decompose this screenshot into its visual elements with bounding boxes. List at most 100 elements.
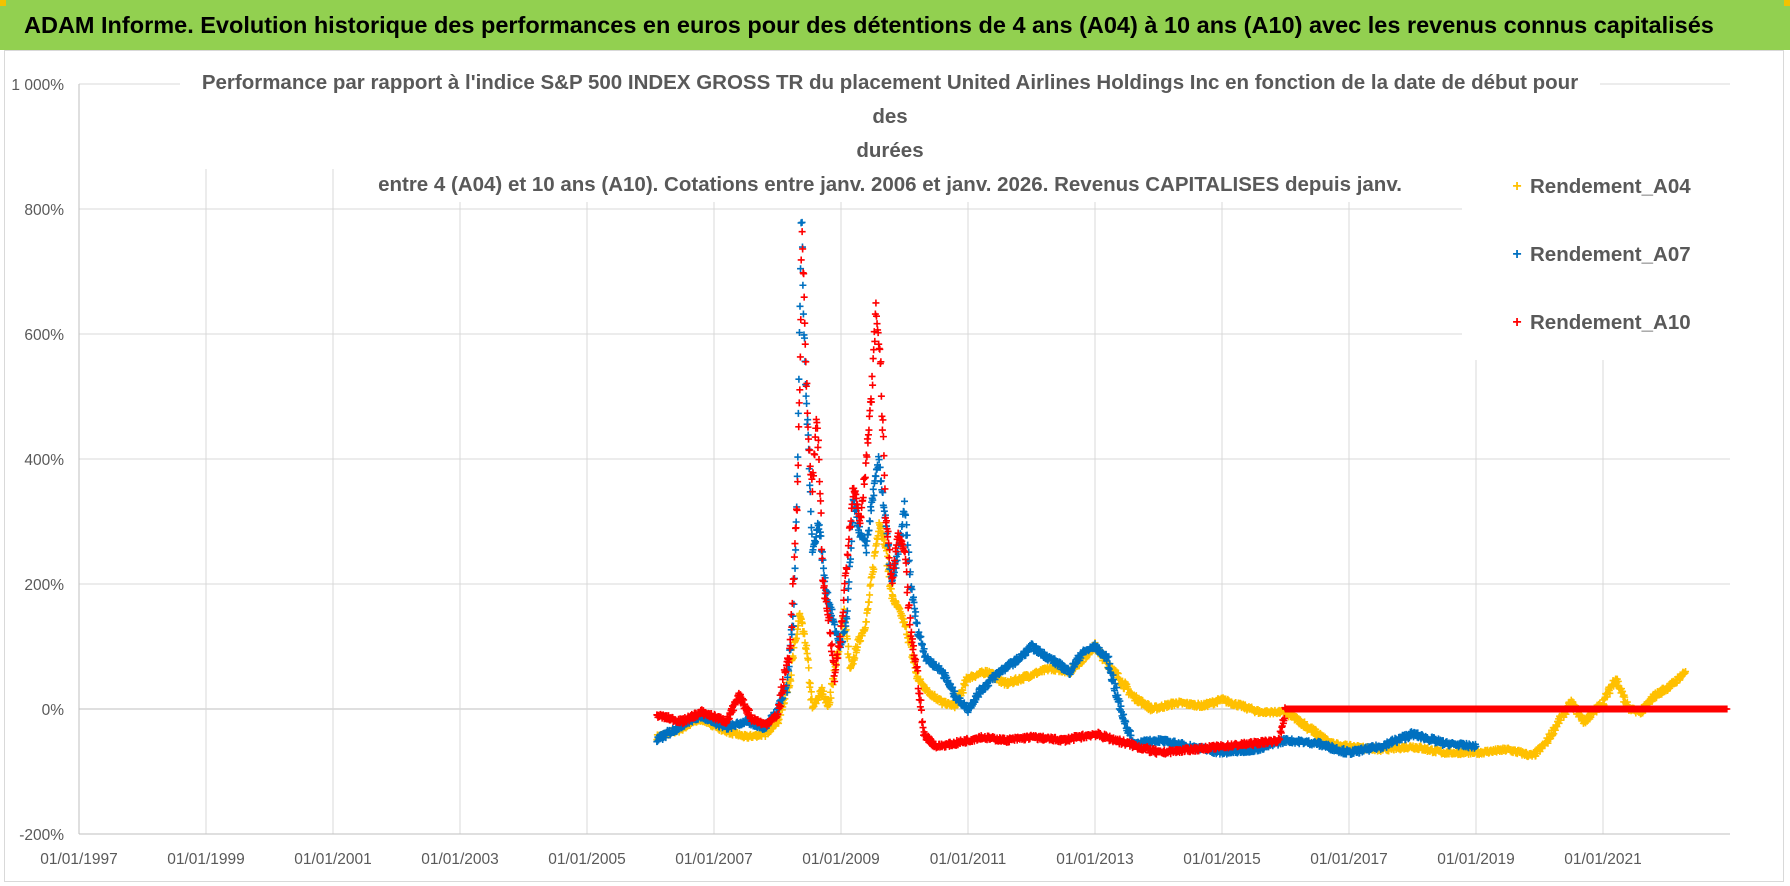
- point-rendement_a04: [803, 641, 811, 649]
- point-rendement_a10: [794, 461, 802, 469]
- point-rendement_a10: [803, 409, 811, 417]
- point-rendement_a04: [800, 630, 808, 638]
- point-rendement_a07: [869, 485, 877, 493]
- point-rendement_a10: [919, 724, 927, 732]
- point-rendement_a04: [820, 687, 828, 695]
- point-rendement_a07: [867, 507, 875, 515]
- point-rendement_a10: [867, 398, 875, 406]
- point-rendement_a04: [862, 618, 870, 626]
- point-rendement_a10: [816, 478, 824, 486]
- point-rendement_a10: [796, 353, 804, 361]
- chart-frame: [4, 50, 1784, 882]
- point-rendement_a10: [796, 386, 804, 394]
- point-rendement_a10: [816, 490, 824, 498]
- point-rendement_a07: [820, 564, 828, 572]
- point-rendement_a07: [912, 608, 920, 616]
- point-rendement_a04: [887, 585, 895, 593]
- point-rendement_a10: [813, 424, 821, 432]
- chart-grid: [78, 83, 1730, 835]
- point-rendement_a07: [918, 640, 926, 648]
- corner-accent-left: [0, 0, 6, 6]
- point-rendement_a04: [804, 656, 812, 664]
- point-rendement_a10: [805, 435, 813, 443]
- point-rendement_a10: [817, 509, 825, 517]
- point-rendement_a04: [870, 565, 878, 573]
- point-rendement_a10: [879, 416, 887, 424]
- point-rendement_a10: [790, 575, 798, 583]
- point-rendement_a10: [878, 426, 886, 434]
- point-rendement_a07: [798, 218, 806, 226]
- banner-title: ADAM Informe. Evolution historique des p…: [24, 11, 1714, 38]
- point-rendement_a10: [866, 407, 874, 415]
- point-rendement_a10: [792, 524, 800, 532]
- point-rendement_a07: [803, 400, 811, 408]
- point-rendement_a07: [913, 619, 921, 627]
- point-rendement_a04: [898, 612, 906, 620]
- point-rendement_a07: [792, 546, 800, 554]
- point-rendement_a10: [879, 433, 887, 441]
- point-rendement_a07: [802, 392, 810, 400]
- point-rendement_a10: [862, 459, 870, 467]
- point-rendement_a04: [806, 679, 814, 687]
- point-rendement_a10: [806, 446, 814, 454]
- point-rendement_a10: [864, 439, 872, 447]
- point-rendement_a10: [797, 256, 805, 264]
- point-rendement_a07: [807, 508, 815, 516]
- point-rendement_a10: [869, 381, 877, 389]
- point-rendement_a04: [849, 660, 857, 668]
- point-rendement_a04: [827, 694, 835, 702]
- point-rendement_a10: [801, 340, 809, 348]
- point-rendement_a10: [795, 399, 803, 407]
- point-rendement_a07: [806, 481, 814, 489]
- point-rendement_a04: [826, 699, 834, 707]
- point-rendement_a10: [798, 228, 806, 236]
- point-rendement_a04: [884, 552, 892, 560]
- point-rendement_a10: [847, 517, 855, 525]
- point-rendement_a04: [787, 671, 795, 679]
- point-rendement_a07: [872, 472, 880, 480]
- point-rendement_a04: [959, 689, 967, 697]
- point-rendement_a07: [901, 497, 908, 505]
- point-rendement_a10: [917, 706, 925, 714]
- point-rendement_a10: [790, 553, 798, 561]
- point-rendement_a04: [861, 624, 869, 632]
- point-rendement_a10: [791, 540, 799, 548]
- point-rendement_a04: [844, 642, 852, 650]
- point-rendement_a10: [870, 346, 878, 354]
- point-rendement_a04: [865, 598, 873, 606]
- point-rendement_a04: [843, 635, 851, 643]
- point-rendement_a07: [796, 302, 804, 310]
- point-rendement_a04: [815, 693, 823, 701]
- point-rendement_a10: [788, 599, 796, 607]
- point-rendement_a07: [790, 600, 798, 608]
- point-rendement_a10: [865, 426, 873, 434]
- point-rendement_a04: [867, 580, 875, 588]
- point-rendement_a04: [883, 547, 891, 555]
- point-rendement_a04: [879, 531, 887, 539]
- point-rendement_a10: [878, 412, 886, 420]
- point-rendement_a07: [789, 612, 797, 620]
- point-rendement_a07: [862, 542, 870, 550]
- point-rendement_a04: [864, 605, 872, 613]
- point-rendement_a07: [804, 416, 812, 424]
- point-rendement_a10: [818, 555, 826, 563]
- point-rendement_a04: [798, 619, 806, 627]
- point-rendement_a10: [872, 299, 880, 307]
- point-rendement_a07: [862, 549, 870, 557]
- point-rendement_a10: [793, 506, 801, 514]
- point-rendement_a07: [791, 564, 799, 572]
- point-rendement_a10: [811, 451, 819, 459]
- point-rendement_a04: [866, 591, 874, 599]
- point-rendement_a10: [868, 372, 876, 380]
- point-rendement_a07: [865, 526, 873, 534]
- point-rendement_a04: [853, 643, 861, 651]
- point-rendement_a07: [795, 375, 803, 383]
- point-rendement_a10: [860, 480, 868, 488]
- point-rendement_a10: [801, 319, 809, 327]
- point-rendement_a07: [866, 517, 874, 525]
- point-rendement_a07: [880, 507, 888, 515]
- point-rendement_a10: [917, 696, 925, 704]
- point-rendement_a10: [800, 293, 808, 301]
- report-banner: ADAM Informe. Evolution historique des p…: [0, 0, 1790, 50]
